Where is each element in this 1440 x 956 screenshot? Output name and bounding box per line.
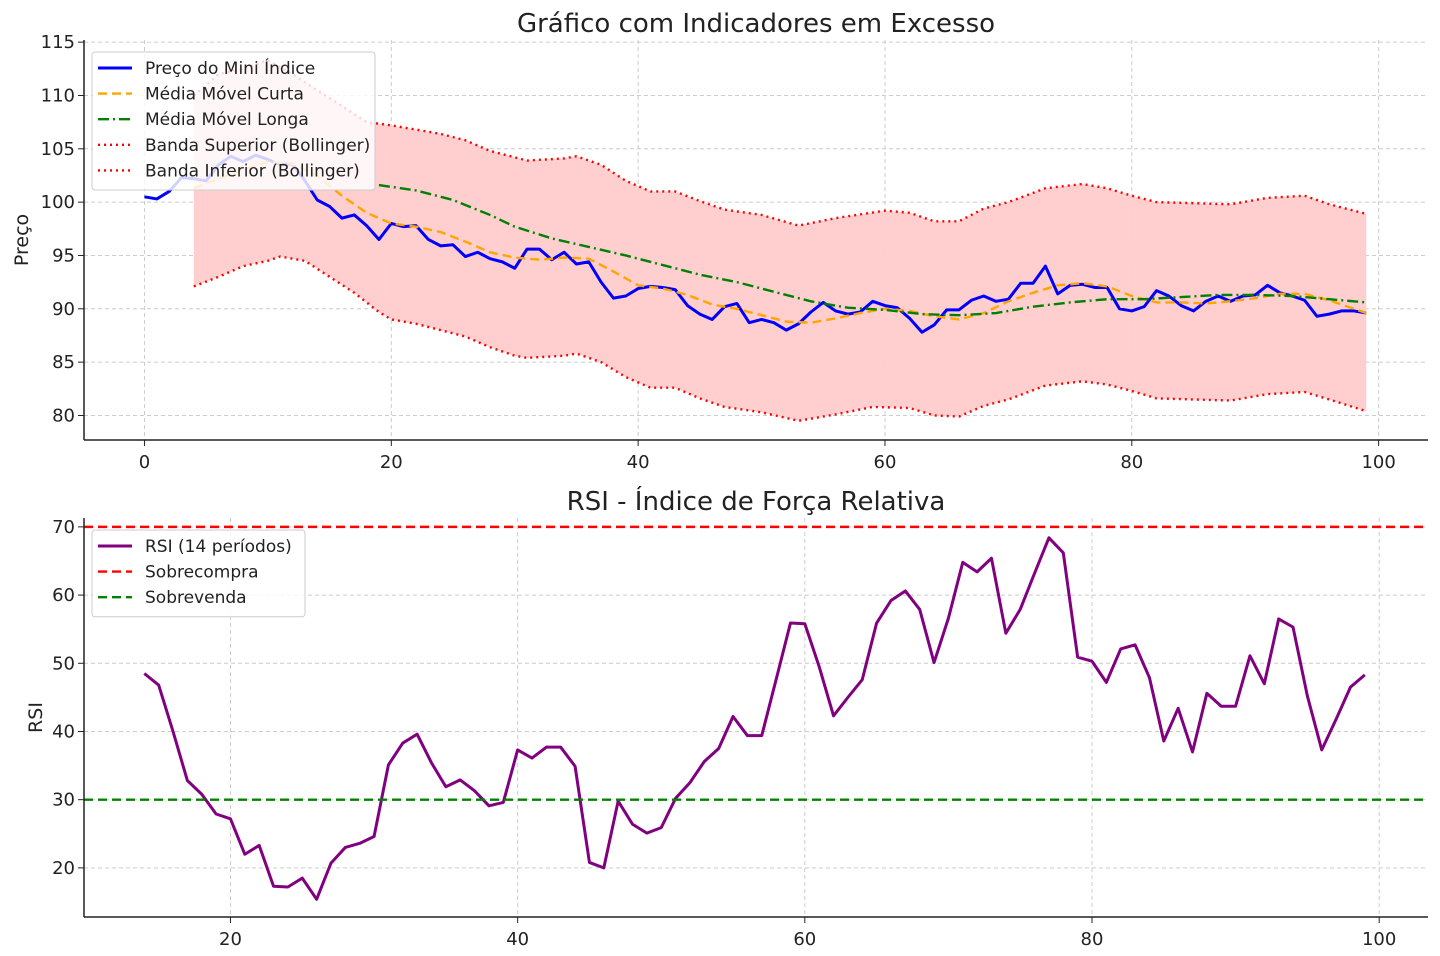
y-tick-label: 80 bbox=[52, 405, 75, 426]
y-tick-label: 60 bbox=[52, 585, 75, 606]
legend-box bbox=[91, 529, 306, 618]
series-line-rsi-14-per-odos- bbox=[143, 536, 1366, 901]
legend-label: Média Móvel Longa bbox=[145, 110, 309, 130]
series-line-banda-inferior-bollinger- bbox=[193, 255, 1367, 422]
chart-title: RSI - Índice de Força Relativa bbox=[567, 485, 946, 517]
x-tick-label: 100 bbox=[1362, 929, 1396, 950]
y-tick-label: 70 bbox=[52, 517, 75, 538]
x-tick-label: 60 bbox=[874, 452, 897, 473]
x-tick-label: 100 bbox=[1361, 452, 1395, 473]
legend-label: Banda Inferior (Bollinger) bbox=[145, 161, 360, 181]
x-tick-label: 80 bbox=[1081, 929, 1104, 950]
y-tick-label: 85 bbox=[52, 352, 75, 373]
series-line-pre-o-do-mini-ndice bbox=[144, 153, 1367, 334]
y-tick-label: 95 bbox=[52, 245, 75, 266]
legend-label: Sobrevenda bbox=[145, 588, 247, 608]
chart-1: 0 20 40 60 80 100 80 85 90 95 100 105 110 115 Gráfico … bbox=[11, 9, 1428, 473]
y-axis-label: Preço bbox=[11, 214, 33, 266]
chart-2: 20 40 60 80 100 20 30 40 50 60 70 RSI - Índice de F… bbox=[25, 485, 1428, 950]
legend-label: RSI (14 períodos) bbox=[145, 537, 292, 557]
y-tick-label: 40 bbox=[52, 721, 75, 742]
x-tick-label: 0 bbox=[139, 452, 150, 473]
y-axis-label: RSI bbox=[25, 702, 47, 733]
legend-label: Preço do Mini Índice bbox=[145, 57, 315, 79]
x-tick-label: 60 bbox=[793, 929, 816, 950]
x-tick-label: 20 bbox=[380, 452, 403, 473]
y-tick-label: 100 bbox=[41, 192, 75, 213]
y-tick-label: 90 bbox=[52, 299, 75, 320]
legend-label: Banda Superior (Bollinger) bbox=[145, 136, 370, 156]
x-tick-label: 40 bbox=[506, 929, 529, 950]
y-tick-label: 30 bbox=[52, 790, 75, 811]
series-line-m-dia-m-vel-longa bbox=[378, 183, 1367, 317]
legend: Preço do Mini Índice Média Móvel Curta Méd… bbox=[91, 51, 376, 191]
chart-title: Gráfico com Indicadores em Excesso bbox=[517, 9, 995, 39]
legend-box bbox=[91, 51, 376, 191]
x-tick-label: 40 bbox=[627, 452, 650, 473]
series-line-m-dia-m-vel-curta bbox=[193, 160, 1367, 324]
y-tick-label: 20 bbox=[52, 858, 75, 879]
x-tick-label: 80 bbox=[1120, 452, 1143, 473]
x-tick-label: 20 bbox=[219, 929, 242, 950]
y-tick-label: 110 bbox=[41, 85, 75, 106]
y-tick-label: 105 bbox=[41, 139, 75, 160]
legend-label: Média Móvel Curta bbox=[145, 85, 304, 105]
y-tick-label: 115 bbox=[41, 32, 75, 53]
legend-label: Sobrecompra bbox=[145, 563, 259, 583]
legend: RSI (14 períodos) Sobrecompra Sobrevenda bbox=[91, 529, 306, 618]
y-tick-label: 50 bbox=[52, 653, 75, 674]
